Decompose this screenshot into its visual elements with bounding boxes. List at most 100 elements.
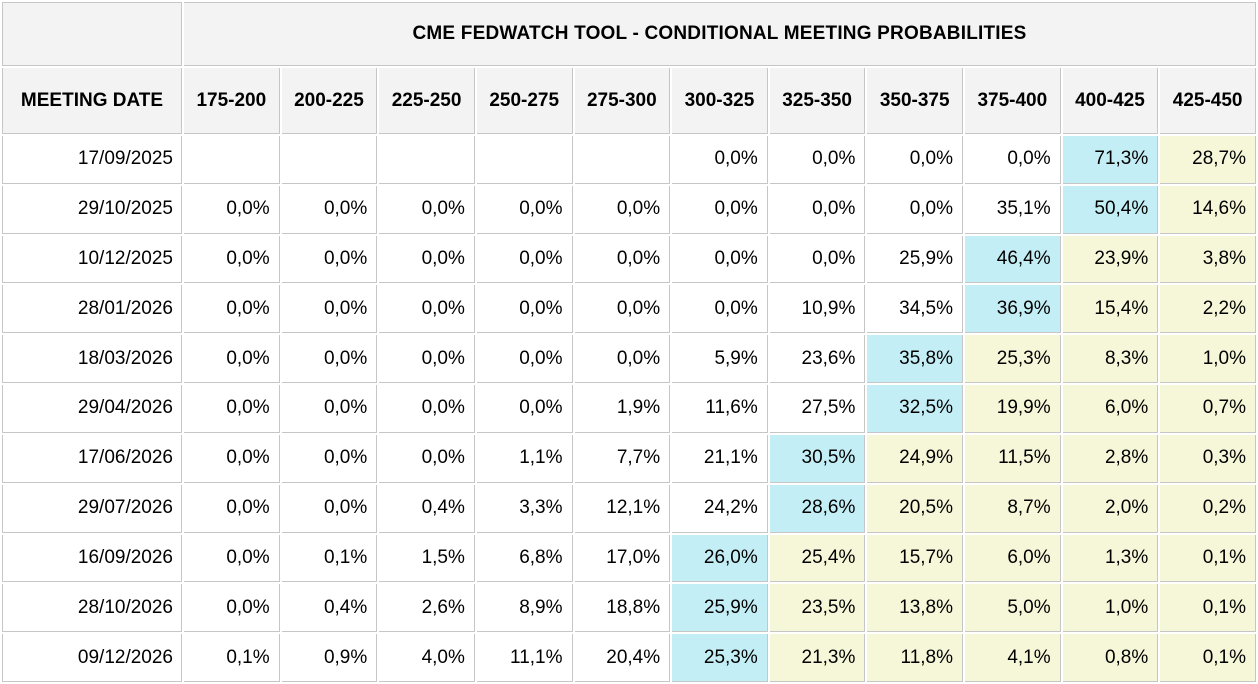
probability-cell: 25,3%: [965, 335, 1061, 384]
probability-cell: 0,1%: [184, 634, 280, 682]
probability-cell: 8,9%: [476, 584, 573, 633]
probability-cell: 2,8%: [1062, 434, 1159, 483]
meeting-date-header: MEETING DATE: [2, 68, 182, 134]
probability-cell: 0,0%: [184, 285, 280, 334]
probability-cell: 0,0%: [867, 136, 963, 184]
probability-cell: 0,3%: [1160, 434, 1256, 483]
probability-cell: 6,0%: [1062, 385, 1159, 433]
meeting-date-cell: 16/09/2026: [2, 534, 182, 583]
probability-cell: 0,2%: [1160, 484, 1256, 533]
probability-cell: 28,7%: [1160, 136, 1256, 184]
probability-cell: 0,0%: [281, 335, 378, 384]
rate-range-header: 275-300: [574, 68, 671, 134]
probability-cell: 0,0%: [672, 136, 768, 184]
probability-cell: 0,0%: [476, 235, 573, 284]
rate-range-header: 375-400: [965, 68, 1061, 134]
probability-cell: 0,4%: [379, 484, 475, 533]
probability-cell: 0,0%: [184, 584, 280, 633]
probability-cell: 35,1%: [965, 185, 1061, 234]
probability-cell: 23,5%: [769, 584, 866, 633]
probability-cell: 20,4%: [574, 634, 671, 682]
meeting-date-cell: 29/10/2025: [2, 185, 182, 234]
probability-cell: 17,0%: [574, 534, 671, 583]
probability-cell: 0,8%: [1062, 634, 1159, 682]
probability-cell: 0,0%: [574, 185, 671, 234]
table-row: 16/09/2026 0,0% 0,1% 1,5% 6,8% 17,0% 26,0% 25,4…: [2, 534, 1256, 583]
probability-cell: [476, 136, 573, 184]
probability-cell: 0,0%: [574, 335, 671, 384]
probability-cell: 0,0%: [379, 185, 475, 234]
probability-cell: 4,0%: [379, 634, 475, 682]
probability-cell: 24,2%: [672, 484, 768, 533]
probability-cell: 25,9%: [672, 584, 768, 633]
meeting-date-cell: 18/03/2026: [2, 335, 182, 384]
rate-range-header: 200-225: [281, 68, 378, 134]
probability-cell: 0,9%: [281, 634, 378, 682]
probability-cell: 50,4%: [1062, 185, 1159, 234]
table-row: 29/04/2026 0,0% 0,0% 0,0% 0,0% 1,9% 11,6% 27,5%…: [2, 385, 1256, 433]
column-header-row: MEETING DATE 175-200 200-225 225-250 250-27…: [2, 68, 1256, 134]
probability-cell: 0,0%: [965, 136, 1061, 184]
probability-cell: 5,9%: [672, 335, 768, 384]
probability-cell: 3,3%: [476, 484, 573, 533]
table-row: 18/03/2026 0,0% 0,0% 0,0% 0,0% 0,0% 5,9% 23,6% 3…: [2, 335, 1256, 384]
probability-cell: 21,3%: [769, 634, 866, 682]
probability-cell: 0,0%: [574, 285, 671, 334]
probability-cell: 0,0%: [281, 235, 378, 284]
meeting-date-cell: 28/10/2026: [2, 584, 182, 633]
meeting-date-cell: 09/12/2026: [2, 634, 182, 682]
probability-cell: 25,3%: [672, 634, 768, 682]
table-row: 09/12/2026 0,1% 0,9% 4,0% 11,1% 20,4% 25,3% 21,…: [2, 634, 1256, 682]
probability-cell: [184, 136, 280, 184]
probability-cell: 5,0%: [965, 584, 1061, 633]
probability-cell: 0,0%: [769, 185, 866, 234]
probability-cell: 30,5%: [769, 434, 866, 483]
probability-cell: 0,0%: [184, 484, 280, 533]
rate-range-header: 400-425: [1062, 68, 1159, 134]
table-row: 17/06/2026 0,0% 0,0% 0,0% 1,1% 7,7% 21,1% 30,5%…: [2, 434, 1256, 483]
probability-cell: 0,0%: [476, 335, 573, 384]
probability-cell: 0,0%: [574, 235, 671, 284]
probability-cell: 10,9%: [769, 285, 866, 334]
probability-cell: 11,6%: [672, 385, 768, 433]
probability-cell: 11,1%: [476, 634, 573, 682]
probability-cell: 1,9%: [574, 385, 671, 433]
probability-cell: 0,0%: [184, 185, 280, 234]
probability-cell: 19,9%: [965, 385, 1061, 433]
probability-cell: 0,0%: [281, 385, 378, 433]
probability-cell: 8,7%: [965, 484, 1061, 533]
probability-cell: [379, 136, 475, 184]
probability-cell: 27,5%: [769, 385, 866, 433]
probability-cell: 0,7%: [1160, 385, 1256, 433]
probability-cell: 2,0%: [1062, 484, 1159, 533]
table-row: 29/07/2026 0,0% 0,0% 0,4% 3,3% 12,1% 24,2% 28,6…: [2, 484, 1256, 533]
probability-cell: 0,0%: [672, 235, 768, 284]
probability-cell: 0,0%: [476, 385, 573, 433]
probability-cell: 2,6%: [379, 584, 475, 633]
probability-cell: 0,0%: [379, 285, 475, 334]
probability-cell: 8,3%: [1062, 335, 1159, 384]
probability-cell: 15,7%: [867, 534, 963, 583]
probability-cell: 25,4%: [769, 534, 866, 583]
probability-cell: 1,1%: [476, 434, 573, 483]
probability-cell: 0,0%: [672, 185, 768, 234]
probability-cell: 23,6%: [769, 335, 866, 384]
probability-cell: 0,0%: [476, 185, 573, 234]
probability-cell: 21,1%: [672, 434, 768, 483]
meeting-date-cell: 28/01/2026: [2, 285, 182, 334]
meeting-date-cell: 29/07/2026: [2, 484, 182, 533]
probability-cell: 0,0%: [379, 335, 475, 384]
probability-cell: 11,5%: [965, 434, 1061, 483]
probability-cell: 28,6%: [769, 484, 866, 533]
rate-range-header: 350-375: [867, 68, 963, 134]
probability-cell: 0,4%: [281, 584, 378, 633]
probability-cell: 1,0%: [1160, 335, 1256, 384]
probability-cell: 1,5%: [379, 534, 475, 583]
probability-cell: 0,0%: [184, 434, 280, 483]
probability-cell: 0,0%: [281, 285, 378, 334]
probability-cell: 36,9%: [965, 285, 1061, 334]
probability-cell: 0,0%: [184, 335, 280, 384]
probability-cell: [281, 136, 378, 184]
probability-cell: 0,1%: [1160, 534, 1256, 583]
probability-cell: 0,1%: [1160, 584, 1256, 633]
